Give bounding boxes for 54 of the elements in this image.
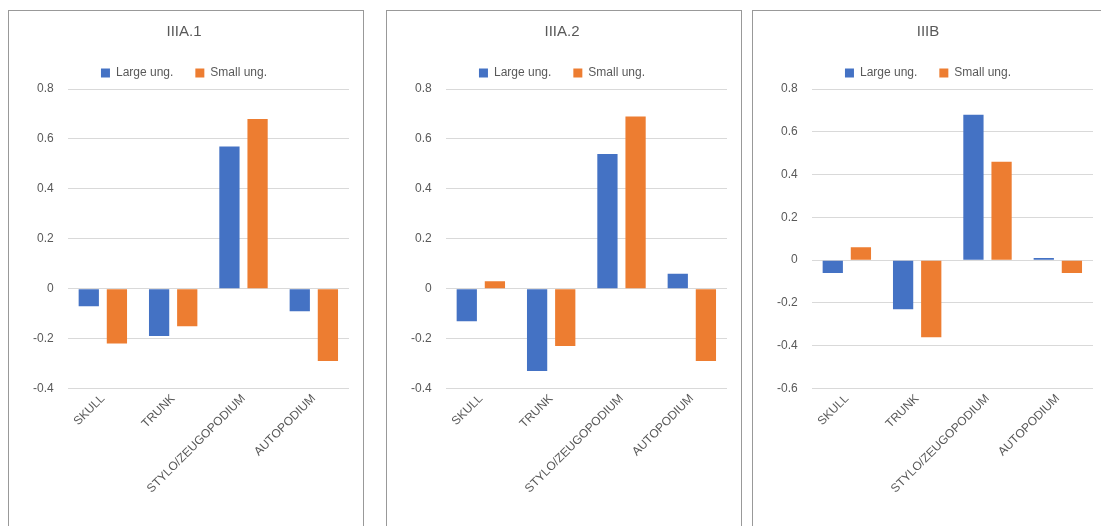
bar [247, 118, 268, 289]
bar [456, 289, 477, 322]
legend-label: Large ung. [859, 65, 918, 80]
y-tick-label: -0.2 [32, 330, 54, 345]
chart-title: IIIA.2 [544, 22, 580, 40]
bar [850, 247, 872, 260]
y-tick-label: 0 [46, 281, 54, 295]
y-tick-label: 0.6 [780, 124, 798, 139]
y-tick-label: 0.8 [414, 81, 432, 96]
legend-label: Small ung. [588, 65, 646, 80]
bar [921, 260, 942, 338]
chart-title: IIIB [916, 22, 940, 40]
bar [1061, 260, 1083, 273]
bar [106, 289, 128, 344]
bar [555, 289, 576, 347]
y-tick-label: 0.2 [780, 209, 798, 224]
legend-label: Large ung. [115, 65, 174, 80]
y-tick-label: 0.6 [414, 131, 432, 146]
y-tick-label: 0.8 [780, 81, 798, 96]
y-tick-label: 0.4 [780, 166, 798, 181]
bar [148, 289, 170, 337]
y-tick-label: 0.4 [36, 181, 54, 196]
y-tick-label: 0.6 [36, 131, 54, 146]
bar [597, 153, 618, 289]
bar [667, 273, 688, 289]
bar [177, 289, 198, 327]
y-tick-label: 0.2 [36, 231, 54, 246]
chart-title: IIIA.1 [166, 22, 202, 40]
bar [219, 146, 240, 289]
y-tick-label: 0.2 [414, 231, 432, 246]
y-tick-label: 0.4 [414, 181, 432, 196]
y-tick-label: -0.4 [32, 380, 54, 395]
y-tick-label: -0.6 [776, 380, 798, 395]
y-tick-label: -0.2 [410, 330, 432, 345]
bar [695, 289, 717, 362]
bar [526, 289, 548, 372]
bar [484, 281, 506, 289]
y-tick-label: 0.8 [36, 81, 54, 96]
bar [963, 114, 984, 260]
bar [822, 260, 843, 273]
bar [892, 260, 914, 310]
bar [78, 289, 99, 307]
y-tick-label: -0.4 [410, 380, 432, 395]
y-tick-label: -0.2 [776, 295, 798, 310]
bar [289, 289, 310, 312]
y-tick-label: 0 [424, 281, 432, 295]
y-tick-label: -0.4 [776, 338, 798, 353]
bar [991, 161, 1012, 260]
bar [317, 289, 339, 362]
bar [625, 116, 646, 289]
legend-label: Small ung. [210, 65, 268, 80]
legend-label: Small ung. [954, 65, 1012, 80]
y-tick-label: 0 [790, 252, 798, 267]
legend-label: Large ung. [493, 65, 552, 80]
